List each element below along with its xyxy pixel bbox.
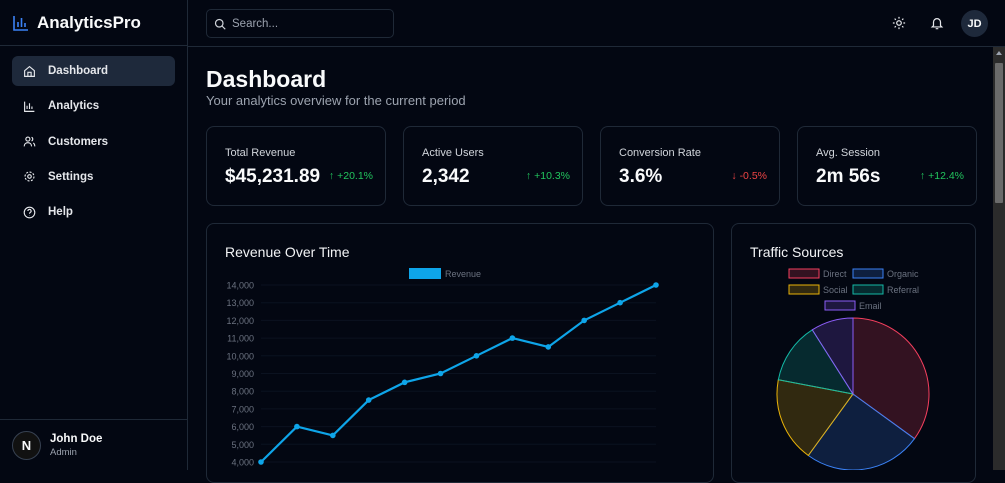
sidebar-item-label: Dashboard — [48, 65, 109, 77]
sidebar-item-help[interactable]: Help — [12, 197, 175, 227]
home-icon — [24, 65, 35, 77]
stat-card-conversion-rate: Conversion Rate 3.6% ↓ -0.5% — [600, 126, 780, 206]
brand[interactable]: AnalyticsPro — [0, 0, 187, 46]
sidebar: AnalyticsPro Dashboard Analytics Custome… — [0, 0, 188, 470]
sidebar-item-analytics[interactable]: Analytics — [12, 91, 175, 121]
app-name: AnalyticsPro — [37, 12, 141, 32]
sidebar-item-settings[interactable]: Settings — [12, 162, 175, 192]
stat-delta: ↑ +10.3% — [525, 170, 570, 182]
avatar: N — [12, 430, 41, 460]
stat-label: Conversion Rate — [619, 147, 701, 159]
chart-title: Revenue Over Time — [225, 244, 350, 260]
sidebar-item-dashboard[interactable]: Dashboard — [12, 56, 175, 86]
sidebar-item-label: Analytics — [48, 100, 100, 113]
traffic-chart-card: Traffic Sources — [731, 223, 976, 483]
stat-label: Active Users — [422, 147, 484, 159]
stat-label: Total Revenue — [225, 147, 296, 159]
stat-delta: ↑ +20.1% — [328, 170, 373, 182]
gear-icon — [24, 171, 35, 182]
stat-value: 2,342 — [422, 166, 470, 187]
sidebar-item-label: Settings — [48, 170, 94, 183]
sidebar-item-customers[interactable]: Customers — [12, 127, 175, 157]
stat-value: 2m 56s — [816, 166, 881, 187]
stat-delta: ↓ -0.5% — [731, 170, 767, 182]
scrollbar-thumb[interactable] — [995, 63, 1003, 203]
users-icon — [23, 136, 36, 147]
stat-value: $45,231.89 — [225, 166, 321, 187]
user-role: Admin — [50, 446, 77, 458]
search-icon — [214, 18, 226, 30]
chart-title: Traffic Sources — [750, 244, 844, 260]
user-profile[interactable]: N John Doe Admin — [0, 419, 187, 470]
revenue-chart-card: Revenue Over Time — [206, 223, 714, 483]
stat-delta: ↑ +12.4% — [919, 170, 964, 182]
sidebar-item-label: Customers — [48, 135, 109, 148]
bar-chart-icon — [24, 101, 35, 112]
stat-card-active-users: Active Users 2,342 ↑ +10.3% — [403, 126, 583, 206]
stat-card-total-revenue: Total Revenue $45,231.89 ↑ +20.1% — [206, 126, 386, 206]
bell-icon[interactable] — [930, 16, 944, 30]
stat-label: Avg. Session — [816, 147, 881, 159]
search-placeholder: Search... — [232, 17, 279, 30]
stat-value: 3.6% — [619, 166, 663, 187]
scroll-up-arrow-icon[interactable] — [996, 51, 1002, 55]
top-header: Search... JD — [188, 0, 1005, 47]
sidebar-item-label: Help — [48, 206, 73, 219]
page-subtitle: Your analytics overview for the current … — [206, 93, 466, 108]
stat-card-avg-session: Avg. Session 2m 56s ↑ +12.4% — [797, 126, 977, 206]
scrollbar[interactable] — [993, 47, 1005, 470]
sidebar-nav: Dashboard Analytics Customers Settings H… — [0, 46, 187, 242]
user-avatar-button[interactable]: JD — [961, 10, 988, 37]
help-icon — [23, 206, 36, 219]
page-title: Dashboard — [206, 66, 327, 92]
bar-chart-icon — [13, 15, 28, 31]
user-name: John Doe — [50, 432, 103, 445]
theme-toggle-sun-icon[interactable] — [892, 16, 906, 30]
search-input[interactable]: Search... — [206, 9, 394, 38]
